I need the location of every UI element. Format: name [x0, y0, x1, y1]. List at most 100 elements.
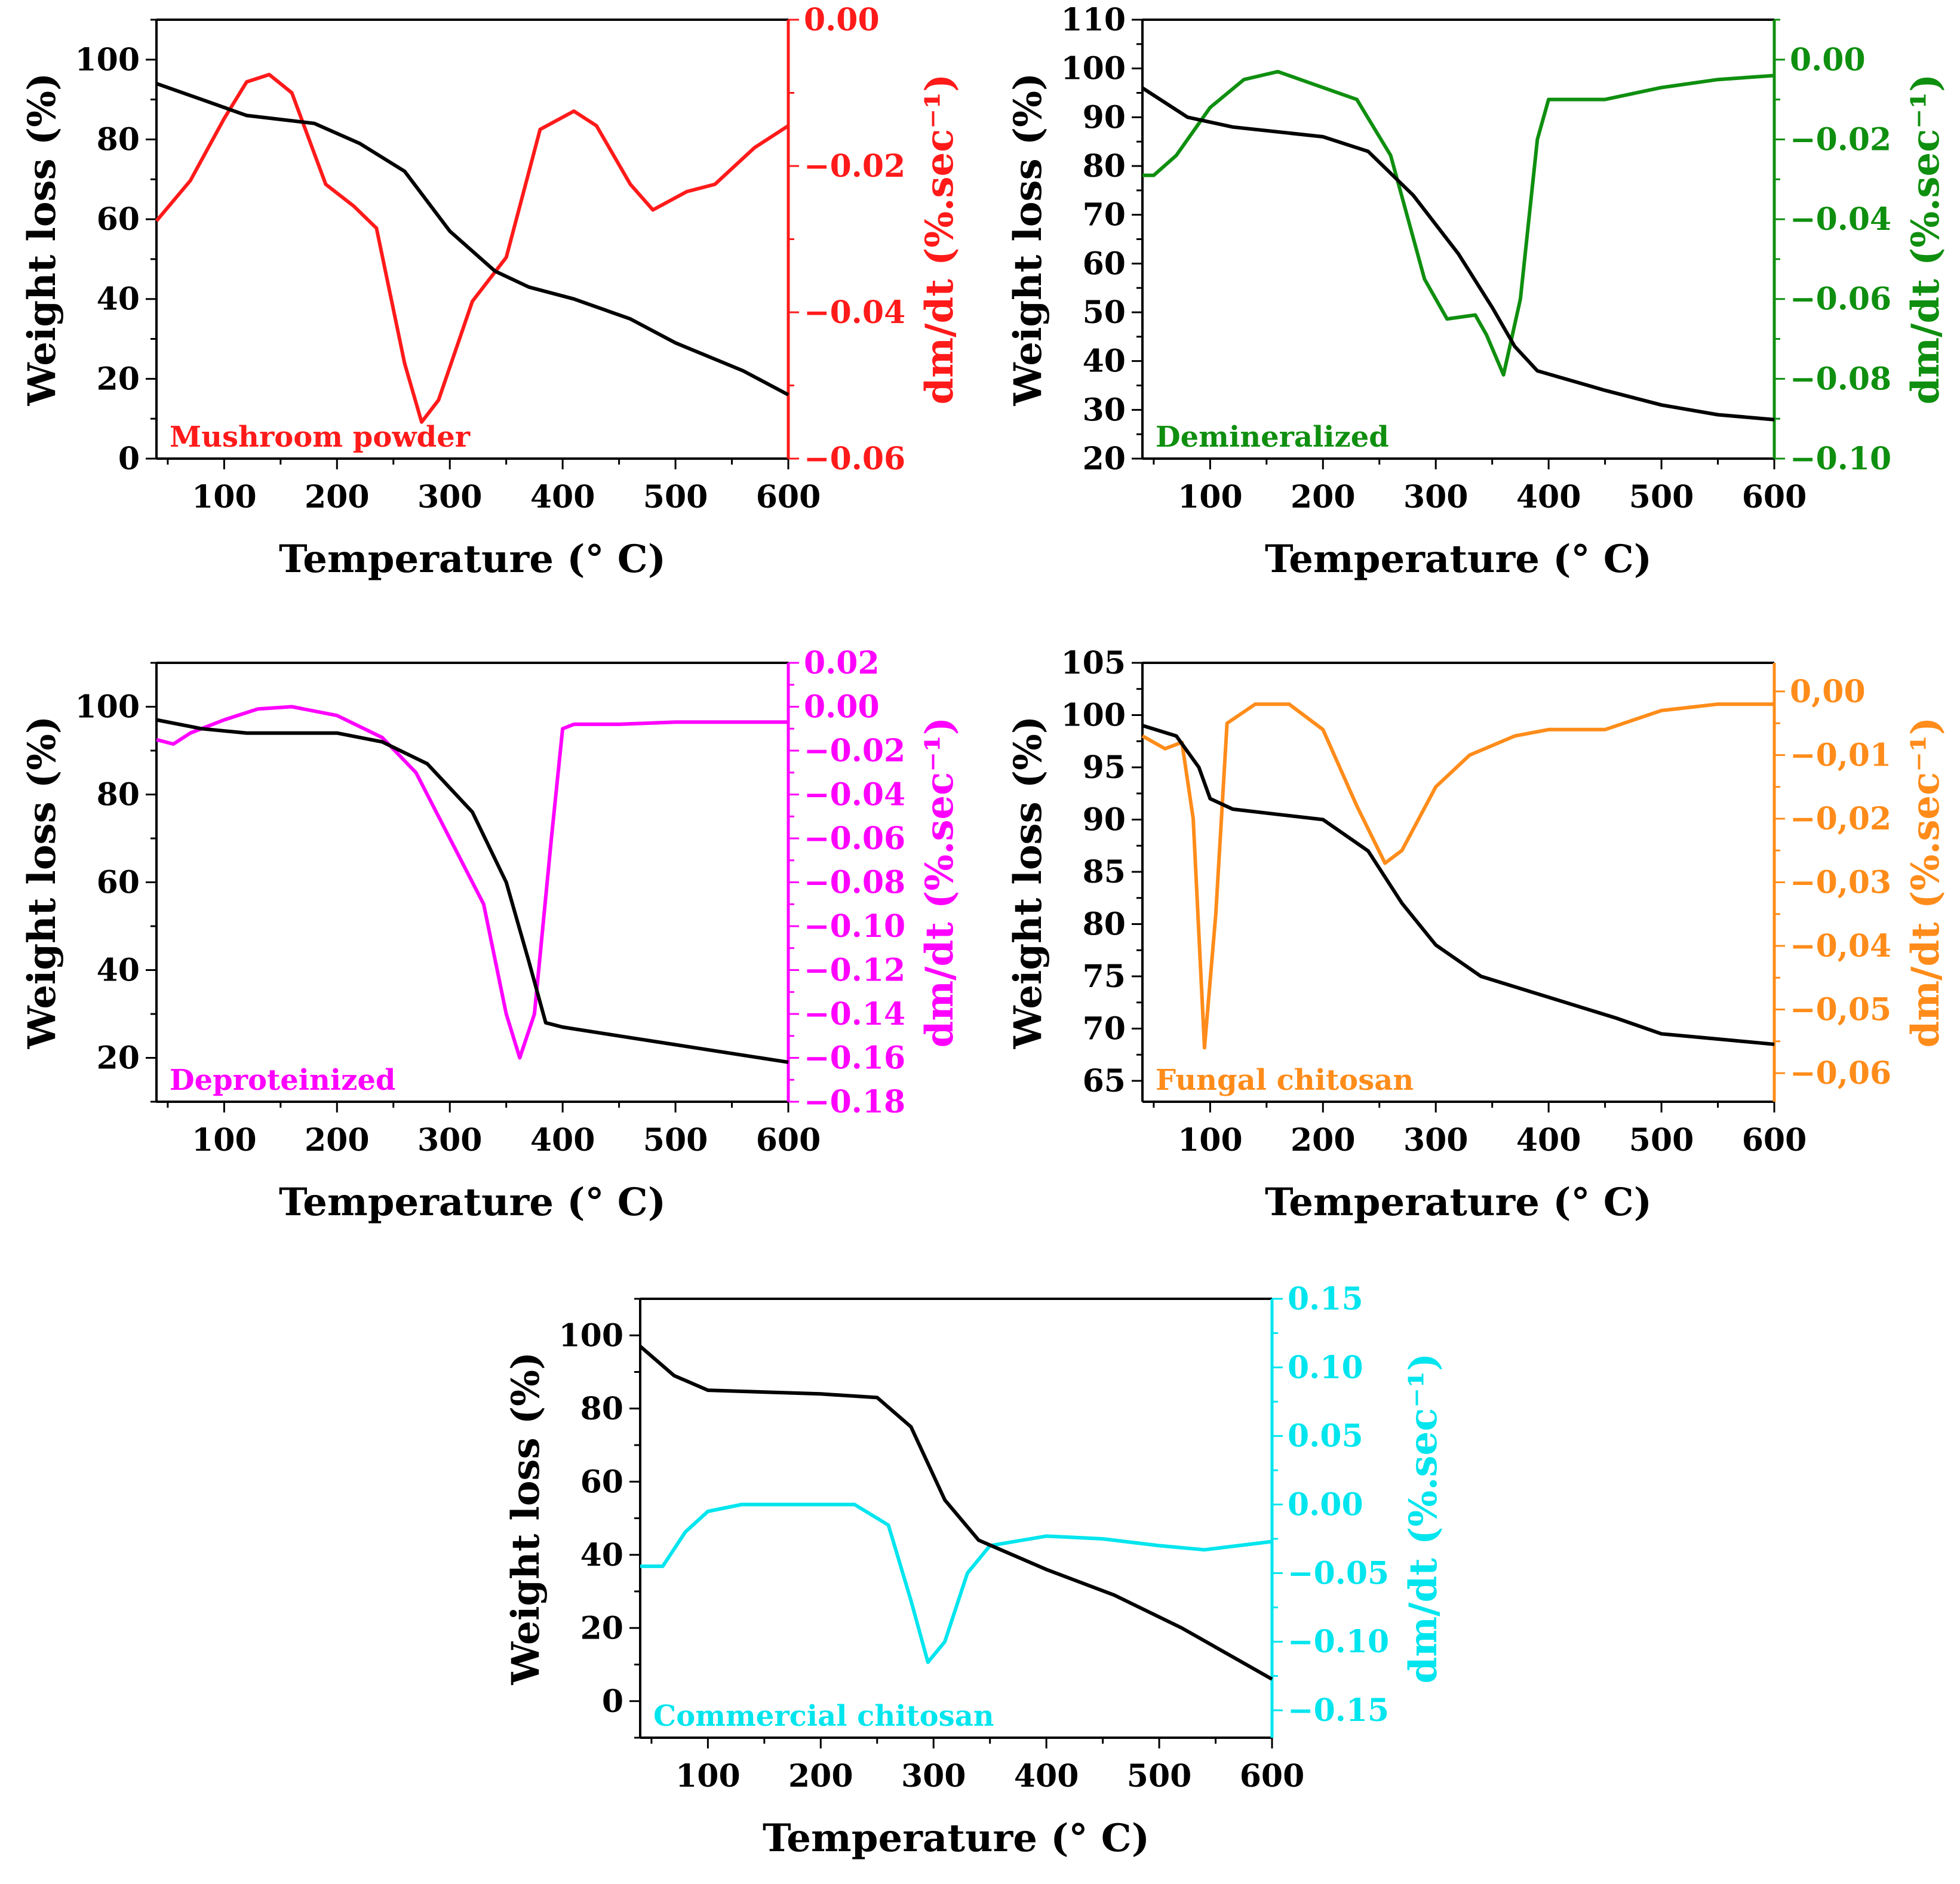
y-left-tick-label: 60 — [1083, 245, 1126, 282]
x-axis-title: Temperature (° C) — [1265, 537, 1652, 582]
x-tick-label: 300 — [417, 1122, 483, 1158]
y-left-tick-label: 95 — [1083, 749, 1126, 786]
x-tick-label: 200 — [305, 479, 370, 515]
weight-loss-curve — [156, 718, 789, 1064]
y-left-tick-label: 100 — [558, 1317, 623, 1354]
y-right-tick-label: 0.00 — [1790, 42, 1866, 78]
x-tick-label: 400 — [1014, 1758, 1079, 1794]
x-tick-label: 500 — [1629, 1122, 1694, 1158]
y-right-tick-label: 0.10 — [1288, 1350, 1363, 1386]
x-tick-label: 400 — [530, 1122, 595, 1158]
x-axis-title: Temperature (° C) — [763, 1816, 1150, 1861]
y-right-tick-label: −0.18 — [804, 1084, 905, 1120]
y-right-tick-label: −0.06 — [804, 441, 905, 477]
y-right-tick-label: −0.02 — [804, 733, 905, 769]
y-right-tick-label: −0.06 — [1790, 281, 1891, 318]
y-left-tick-label: 80 — [580, 1391, 623, 1427]
y-right-axis-title: dm/dt (%.sec⁻¹) — [1903, 717, 1948, 1048]
panel-mushroom: 100 200 300 400 500 600 0 20 40 60 80 100 0.00 −0.02 −… — [20, 2, 962, 582]
y-left-tick-label: 90 — [1083, 99, 1126, 136]
y-right-tick-label: −0.10 — [1288, 1624, 1389, 1660]
y-left-tick-label: 65 — [1083, 1063, 1126, 1099]
weight-loss-curve — [1142, 724, 1775, 1046]
y-right-axis-title: dm/dt (%.sec⁻¹) — [1401, 1353, 1446, 1684]
x-tick-label: 400 — [1516, 479, 1581, 515]
y-left-tick-label: 20 — [97, 1040, 140, 1077]
y-left-tick-label: 50 — [1083, 294, 1126, 331]
y-left-tick-label: 70 — [1083, 1011, 1126, 1047]
y-right-tick-label: −0,01 — [1790, 737, 1891, 773]
x-tick-label: 100 — [1178, 479, 1243, 515]
y-right-tick-label: −0,02 — [1790, 801, 1891, 837]
dmdt-curve — [156, 705, 788, 1060]
y-right-tick-label: 0.05 — [1288, 1418, 1363, 1455]
x-tick-label: 600 — [1240, 1758, 1305, 1794]
x-tick-label: 600 — [756, 1122, 821, 1158]
y-right-tick-label: −0,03 — [1790, 865, 1891, 901]
y-left-tick-label: 100 — [75, 42, 140, 78]
sample-label: Fungal chitosan — [1156, 1064, 1414, 1097]
y-left-tick-label: 0 — [118, 441, 140, 477]
y-right-tick-label: −0.02 — [1790, 121, 1891, 158]
x-tick-label: 300 — [1403, 1122, 1469, 1158]
y-right-tick-label: −0.02 — [804, 148, 905, 185]
x-tick-label: 200 — [1291, 479, 1356, 515]
dmdt-curve — [1142, 69, 1775, 377]
sample-label: Deproteinized — [170, 1064, 395, 1097]
sample-label: Commercial chitosan — [653, 1699, 994, 1733]
x-tick-label: 200 — [305, 1122, 370, 1158]
y-left-tick-label: 100 — [1061, 51, 1126, 87]
y-left-axis-title: Weight loss (%) — [20, 73, 64, 407]
x-tick-label: 100 — [192, 1122, 257, 1158]
y-right-tick-label: −0.14 — [804, 996, 905, 1032]
y-left-tick-label: 90 — [1083, 802, 1126, 838]
dmdt-curve — [640, 1502, 1273, 1664]
y-right-tick-label: −0.04 — [1790, 201, 1891, 238]
y-right-tick-label: 0.00 — [1288, 1487, 1363, 1523]
y-left-tick-label: 110 — [1061, 2, 1126, 38]
y-left-tick-label: 85 — [1083, 854, 1126, 890]
panel-deproteinized: 100 200 300 400 500 600 20 40 60 80 100 0.02 0.00 −0.… — [20, 645, 962, 1225]
y-left-tick-label: 80 — [97, 777, 140, 813]
y-right-tick-label: −0.05 — [1288, 1555, 1389, 1591]
y-right-tick-label: −0.10 — [1790, 441, 1891, 477]
y-left-tick-label: 20 — [97, 361, 140, 397]
x-axis-title: Temperature (° C) — [279, 537, 666, 582]
weight-loss-curve — [156, 82, 789, 397]
x-tick-label: 400 — [530, 479, 595, 515]
x-tick-label: 200 — [1291, 1122, 1356, 1158]
x-tick-label: 500 — [643, 1122, 708, 1158]
x-tick-label: 300 — [417, 479, 483, 515]
x-tick-label: 100 — [1178, 1122, 1243, 1158]
y-right-tick-label: −0.04 — [804, 294, 905, 331]
y-left-tick-label: 80 — [1083, 148, 1126, 185]
x-axis-title: Temperature (° C) — [279, 1180, 666, 1225]
y-left-tick-label: 40 — [1083, 343, 1126, 380]
y-left-axis-title: Weight loss (%) — [503, 1352, 548, 1686]
y-left-tick-label: 0 — [602, 1683, 623, 1720]
y-right-tick-label: 0.00 — [804, 2, 880, 38]
y-left-tick-label: 40 — [97, 952, 140, 989]
panel-commercial: 100 200 300 400 500 600 0 20 40 60 80 100 0.15 0.10 0.… — [503, 1281, 1446, 1861]
panel-demineralized: 100 200 300 400 500 600 20 30 40 50 60 70 80 90 100 110… — [1006, 2, 1948, 582]
y-left-tick-label: 105 — [1061, 645, 1126, 681]
y-left-axis-title: Weight loss (%) — [1006, 73, 1050, 407]
x-tick-label: 400 — [1516, 1122, 1581, 1158]
y-right-tick-label: −0.10 — [804, 908, 905, 945]
y-left-tick-label: 70 — [1083, 197, 1126, 233]
y-left-tick-label: 60 — [580, 1464, 623, 1500]
panel-fungal: 100 200 300 400 500 600 65 70 75 80 85 90 95 100 105 0,… — [1006, 645, 1948, 1225]
y-left-tick-label: 100 — [1061, 697, 1126, 734]
dmdt-curve — [155, 72, 789, 424]
sample-label: Mushroom powder — [170, 420, 471, 454]
dmdt-curve — [1141, 702, 1774, 1050]
y-right-tick-label: 0.15 — [1288, 1281, 1363, 1317]
y-left-tick-label: 75 — [1083, 958, 1126, 995]
x-tick-label: 600 — [756, 479, 821, 515]
y-right-tick-label: 0,00 — [1790, 674, 1866, 710]
x-tick-label: 100 — [675, 1758, 741, 1794]
y-right-tick-label: −0.08 — [804, 865, 905, 901]
y-right-axis-title: dm/dt (%.sec⁻¹) — [917, 717, 962, 1048]
y-left-tick-label: 80 — [97, 121, 140, 158]
